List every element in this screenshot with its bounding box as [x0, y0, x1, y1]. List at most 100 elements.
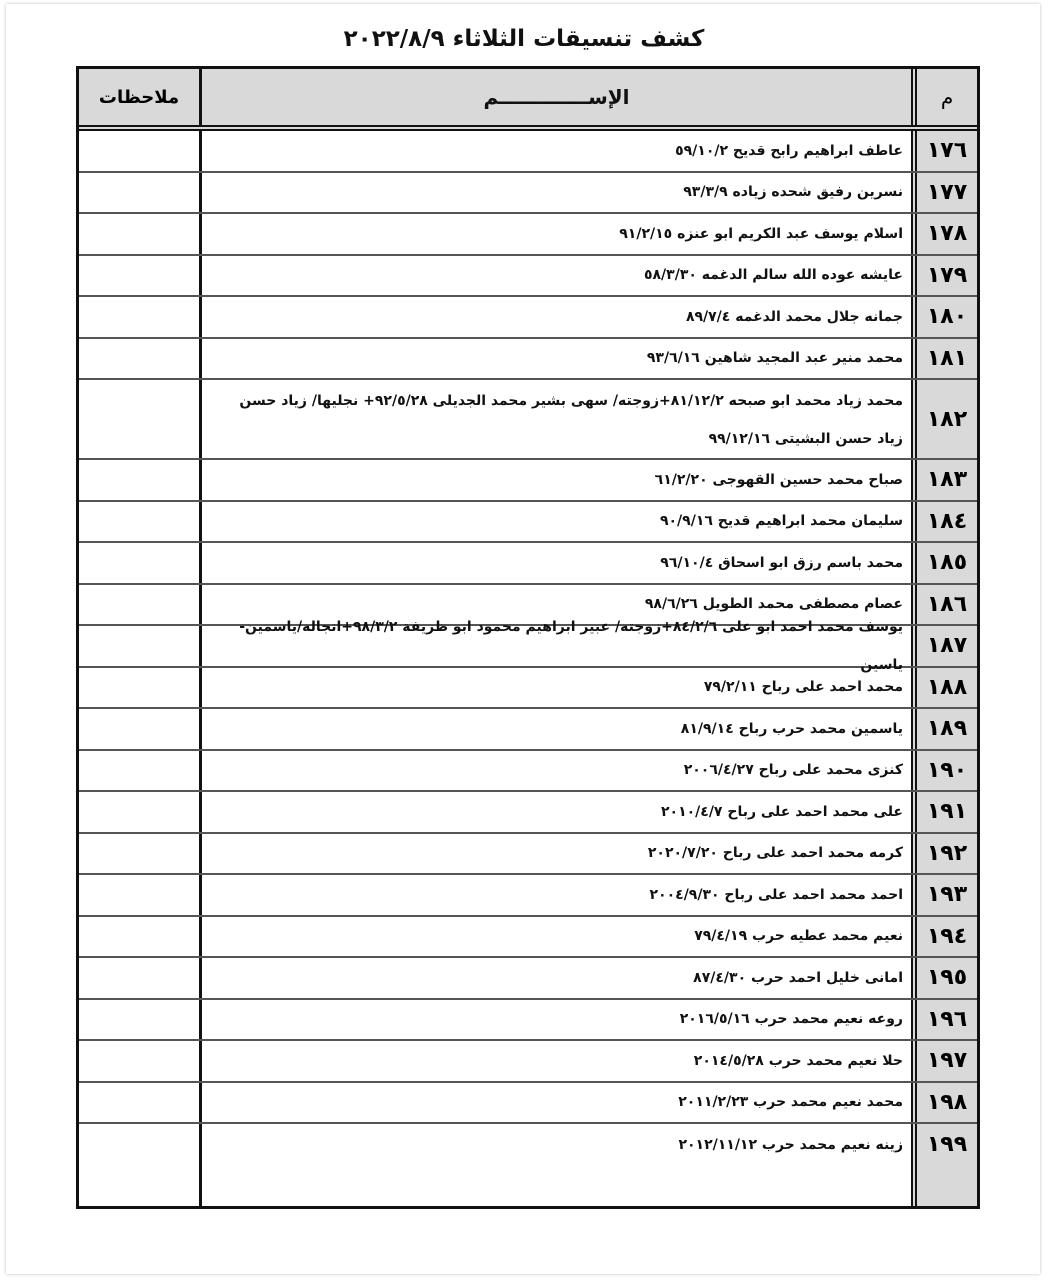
row-name: روعه نعيم محمد حرب ٢٠١٦/٥/١٦ [199, 999, 911, 1039]
row-notes [79, 1166, 199, 1206]
row-number: ١٩٧ [911, 1041, 977, 1081]
row-name: صباح محمد حسين القهوجى ٦١/٢/٢٠ [199, 460, 911, 500]
table-row: ١٩٨ محمد نعيم محمد حرب ٢٠١١/٢/٢٣ [79, 1082, 977, 1124]
row-notes [79, 668, 199, 708]
row-notes [79, 339, 199, 379]
table-row: ١٨٢ محمد زياد محمد ابو صبحه ٨١/١٢/٢+زوجته… [79, 380, 977, 460]
row-notes [79, 875, 199, 915]
row-number: ١٩٨ [911, 1082, 977, 1122]
table-row: ١٩٩ زينه نعيم محمد حرب ٢٠١٢/١١/١٢ [79, 1124, 977, 1166]
row-name: محمد احمد على رباح ٧٩/٢/١١ [199, 667, 911, 707]
table-row: ١٧٧ نسرين رفيق شحده زياده ٩٣/٣/٩ [79, 172, 977, 214]
row-number: ١٨٩ [911, 709, 977, 749]
row-name: محمد زياد محمد ابو صبحه ٨١/١٢/٢+زوجته/ س… [199, 380, 911, 458]
row-name: كرمه محمد احمد على رباح ٢٠٢٠/٧/٢٠ [199, 833, 911, 873]
row-number: ١٩٥ [911, 958, 977, 998]
table-row: ١٨٣ صباح محمد حسين القهوجى ٦١/٢/٢٠ [79, 460, 977, 502]
row-notes [79, 297, 199, 337]
table-row: ١٨٠ جمانه جلال محمد الدغمه ٨٩/٧/٤ [79, 297, 977, 339]
table-row: ١٨٨ محمد احمد على رباح ٧٩/٢/١١ [79, 667, 977, 709]
row-name: احمد محمد احمد على رباح ٢٠٠٤/٩/٣٠ [199, 875, 911, 915]
row-notes [79, 214, 199, 254]
row-name: محمد نعيم محمد حرب ٢٠١١/٢/٢٣ [199, 1082, 911, 1122]
table-row: ١٧٦ عاطف ابراهيم رابح قديح ٥٩/١٠/٢ [79, 131, 977, 173]
row-notes [79, 709, 199, 749]
row-number: ١٨٣ [911, 460, 977, 500]
table-row: ١٨٤ سليمان محمد ابراهيم قديح ٩٠/٩/١٦ [79, 501, 977, 543]
page-title: كشف تنسيقات الثلاثاء ٢٠٢٢/٨/٩ [343, 26, 705, 52]
header-number: م [911, 69, 977, 125]
row-name: يوسف محمد احمد ابو على ٨٤/٢/٦+زوجته/ عبي… [199, 619, 911, 673]
row-number: ١٨٠ [911, 297, 977, 337]
header-name: الإســـــــــــــم [199, 69, 911, 125]
table-row: ١٩٣ احمد محمد احمد على رباح ٢٠٠٤/٩/٣٠ [79, 875, 977, 917]
row-name: محمد منير عبد المجيد شاهين ٩٣/٦/١٦ [199, 338, 911, 378]
table-row: ١٨٩ ياسمين محمد حرب رباح ٨١/٩/١٤ [79, 709, 977, 751]
row-notes [79, 792, 199, 832]
row-notes [79, 1124, 199, 1166]
table-row: ١٨٧ يوسف محمد احمد ابو على ٨٤/٢/٦+زوجته/ … [79, 619, 977, 673]
row-number: ١٨٦ [911, 584, 977, 624]
table-row: ١٩٠ كنزى محمد على رباح ٢٠٠٦/٤/٢٧ [79, 750, 977, 792]
row-name: حلا نعيم محمد حرب ٢٠١٤/٥/٢٨ [199, 1041, 911, 1081]
table-row: ١٧٩ عايشه عوده الله سالم الدغمه ٥٨/٣/٣٠ [79, 255, 977, 297]
row-number: ١٨٥ [911, 543, 977, 583]
table-row: ١٨٦ عصام مصطفى محمد الطويل ٩٨/٦/٢٦ [79, 584, 977, 626]
row-notes [79, 1000, 199, 1040]
row-name: اسلام يوسف عبد الكريم ابو عنزه ٩١/٢/١٥ [199, 214, 911, 254]
table-row: ١٩٧ حلا نعيم محمد حرب ٢٠١٤/٥/٢٨ [79, 1041, 977, 1083]
table-row: ١٨١ محمد منير عبد المجيد شاهين ٩٣/٦/١٦ [79, 338, 977, 380]
row-number: ١٩٦ [911, 999, 977, 1039]
table-row: ١٨٥ محمد باسم رزق ابو اسحاق ٩٦/١٠/٤ [79, 543, 977, 585]
table-row: ١٩٥ امانى خليل احمد حرب ٨٧/٤/٣٠ [79, 958, 977, 1000]
row-notes [79, 543, 199, 583]
row-number: ١٨٤ [911, 501, 977, 541]
row-notes [79, 256, 199, 296]
table-header: م الإســـــــــــــم ملاحظات [79, 69, 977, 131]
row-number: ١٨١ [911, 338, 977, 378]
row-name: جمانه جلال محمد الدغمه ٨٩/٧/٤ [199, 297, 911, 337]
row-name: امانى خليل احمد حرب ٨٧/٤/٣٠ [199, 958, 911, 998]
row-name: سليمان محمد ابراهيم قديح ٩٠/٩/١٦ [199, 501, 911, 541]
row-notes [79, 751, 199, 791]
row-number: ١٧٨ [911, 214, 977, 254]
names-table: م الإســـــــــــــم ملاحظات ١٧٦ عاطف ابر… [76, 66, 980, 1209]
row-notes [79, 626, 199, 666]
row-number: ١٩١ [911, 792, 977, 832]
row-number: ١٨٢ [911, 380, 977, 458]
row-name: زينه نعيم محمد حرب ٢٠١٢/١١/١٢ [199, 1124, 911, 1166]
row-name: ياسمين محمد حرب رباح ٨١/٩/١٤ [199, 709, 911, 749]
table-row: ١٩٦ روعه نعيم محمد حرب ٢٠١٦/٥/١٦ [79, 999, 977, 1041]
row-notes [79, 380, 199, 458]
row-notes [79, 1083, 199, 1123]
table-row: ١٧٨ اسلام يوسف عبد الكريم ابو عنزه ٩١/٢/١… [79, 214, 977, 256]
row-notes [79, 917, 199, 957]
row-number: ١٩٢ [911, 833, 977, 873]
row-number: ١٧٦ [911, 131, 977, 171]
table-row: ١٩١ على محمد احمد على رباح ٢٠١٠/٤/٧ [79, 792, 977, 834]
row-number: ١٩٩ [911, 1124, 977, 1166]
row-notes [79, 131, 199, 171]
row-number: ١٩٤ [911, 916, 977, 956]
row-number: ١٨٧ [911, 626, 977, 666]
row-name: نسرين رفيق شحده زياده ٩٣/٣/٩ [199, 172, 911, 212]
row-number: ١٨٨ [911, 667, 977, 707]
row-notes [79, 502, 199, 542]
row-number: ١٩٠ [911, 750, 977, 790]
row-name: على محمد احمد على رباح ٢٠١٠/٤/٧ [199, 792, 911, 832]
row-name: كنزى محمد على رباح ٢٠٠٦/٤/٢٧ [199, 750, 911, 790]
row-notes [79, 958, 199, 998]
row-number: ١٧٧ [911, 172, 977, 212]
table-row: ١٩٤ نعيم محمد عطيه حرب ٧٩/٤/١٩ [79, 916, 977, 958]
row-name: محمد باسم رزق ابو اسحاق ٩٦/١٠/٤ [199, 543, 911, 583]
row-number [911, 1165, 977, 1206]
row-notes [79, 834, 199, 874]
table-row-empty [79, 1165, 977, 1206]
row-name: عايشه عوده الله سالم الدغمه ٥٨/٣/٣٠ [199, 255, 911, 295]
table-row: ١٩٢ كرمه محمد احمد على رباح ٢٠٢٠/٧/٢٠ [79, 833, 977, 875]
row-name: عصام مصطفى محمد الطويل ٩٨/٦/٢٦ [199, 584, 911, 624]
document-page [6, 4, 1040, 1274]
row-notes [79, 585, 199, 625]
row-name: عاطف ابراهيم رابح قديح ٥٩/١٠/٢ [199, 131, 911, 171]
row-number: ١٩٣ [911, 875, 977, 915]
